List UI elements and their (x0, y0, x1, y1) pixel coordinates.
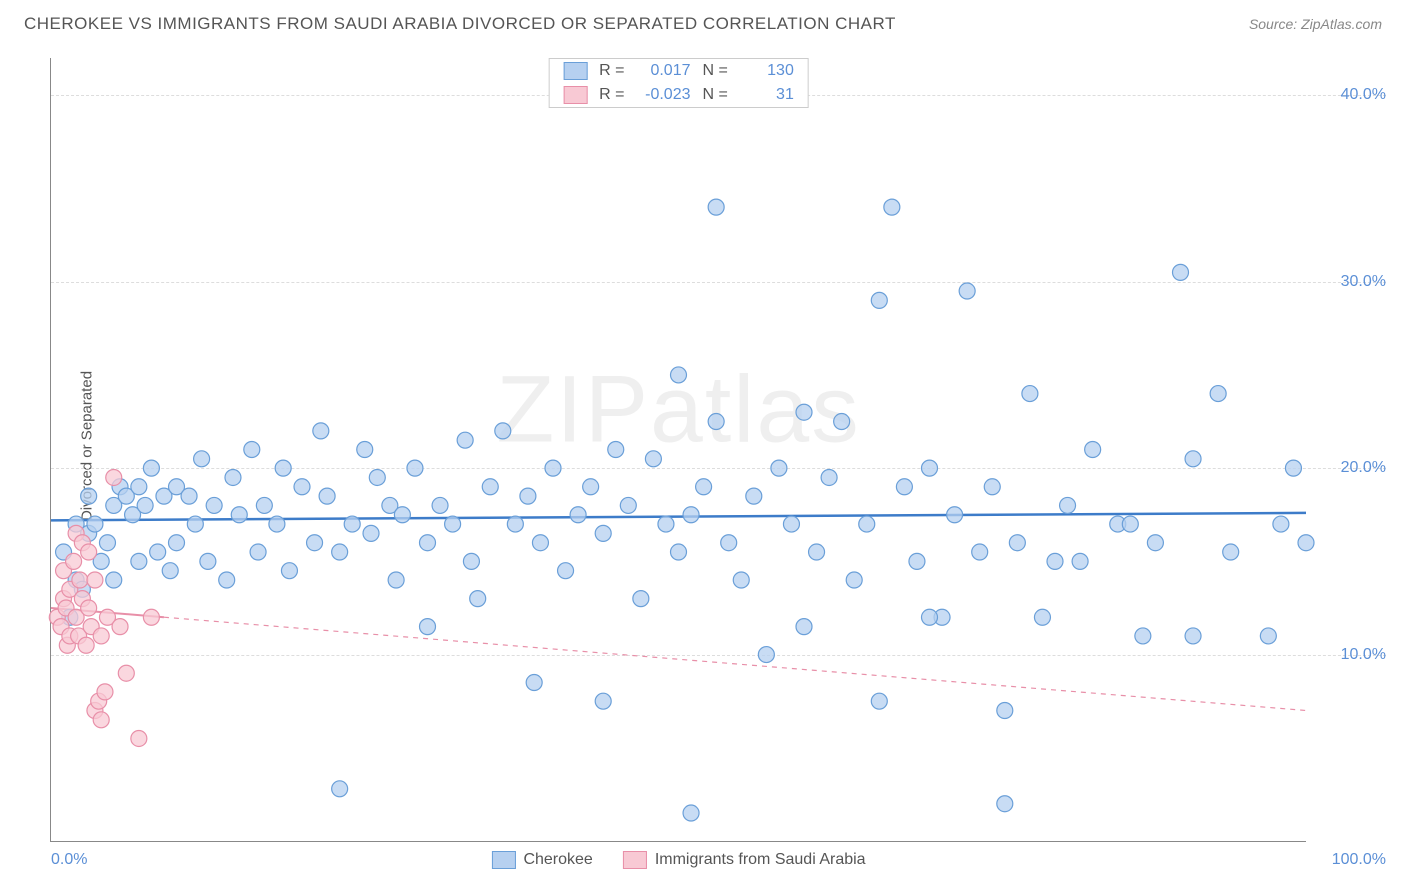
legend-r-val-1: -0.023 (637, 86, 691, 104)
x-tick-right: 100.0% (1332, 851, 1386, 869)
legend-r-key: R = (599, 86, 624, 104)
legend-stats-row-1: R = -0.023 N = 31 (549, 83, 808, 107)
chart-source: Source: ZipAtlas.com (1249, 16, 1382, 32)
legend-n-key: N = (703, 62, 728, 80)
scatter-plot-svg (51, 58, 1306, 841)
legend-series: Cherokee Immigrants from Saudi Arabia (491, 851, 865, 869)
legend-n-val-0: 130 (740, 62, 794, 80)
chart-header: CHEROKEE VS IMMIGRANTS FROM SAUDI ARABIA… (0, 0, 1406, 40)
legend-n-key: N = (703, 86, 728, 104)
legend-stats-row-0: R = 0.017 N = 130 (549, 59, 808, 83)
y-tick-label: 20.0% (1316, 459, 1386, 477)
legend-item-0: Cherokee (491, 851, 592, 869)
y-tick-label: 40.0% (1316, 86, 1386, 104)
legend-r-val-0: 0.017 (637, 62, 691, 80)
plot-area: ZIPatlas R = 0.017 N = 130 R = -0.023 N … (50, 58, 1306, 842)
legend-n-val-1: 31 (740, 86, 794, 104)
legend-bottom-swatch-0 (491, 851, 515, 869)
legend-swatch-1 (563, 86, 587, 104)
legend-r-key: R = (599, 62, 624, 80)
chart-title: CHEROKEE VS IMMIGRANTS FROM SAUDI ARABIA… (24, 14, 896, 34)
legend-swatch-0 (563, 62, 587, 80)
legend-bottom-label-1: Immigrants from Saudi Arabia (655, 851, 866, 869)
legend-bottom-swatch-1 (623, 851, 647, 869)
legend-stats: R = 0.017 N = 130 R = -0.023 N = 31 (548, 58, 809, 108)
legend-bottom-label-0: Cherokee (523, 851, 592, 869)
y-tick-label: 10.0% (1316, 646, 1386, 664)
x-tick-left: 0.0% (51, 851, 87, 869)
y-tick-label: 30.0% (1316, 273, 1386, 291)
legend-item-1: Immigrants from Saudi Arabia (623, 851, 866, 869)
